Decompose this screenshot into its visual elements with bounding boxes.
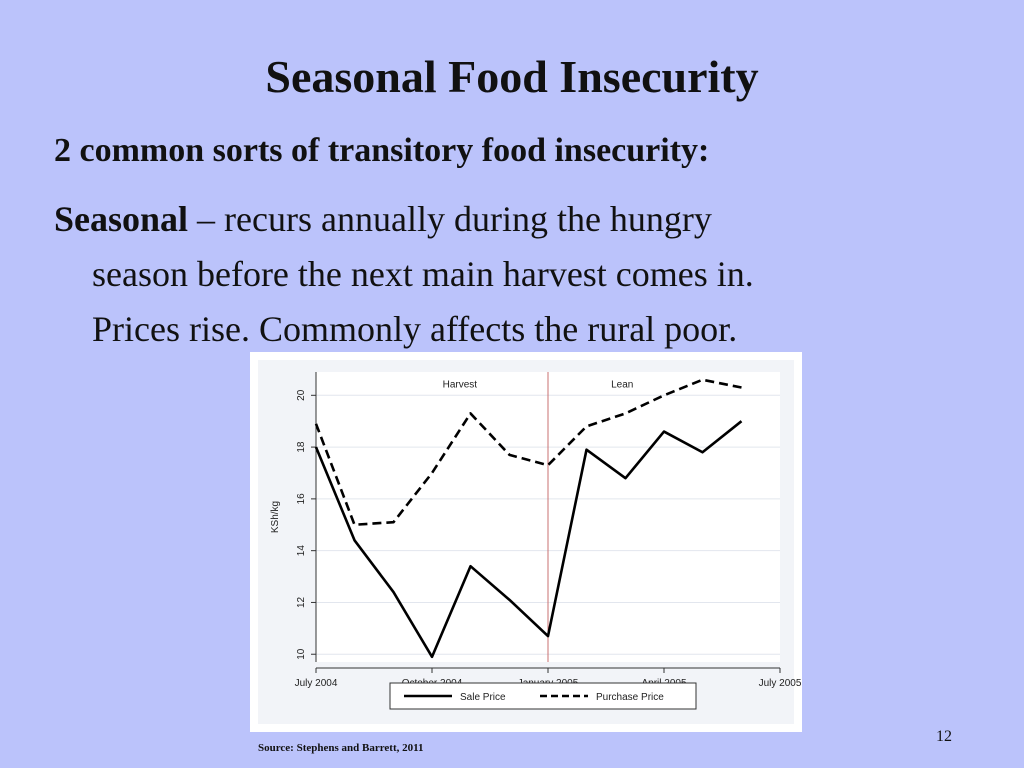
slide-title: Seasonal Food Insecurity [265, 51, 759, 102]
slide-subheading: 2 common sorts of transitory food insecu… [54, 132, 710, 169]
paragraph-line-3: Prices rise. Commonly affects the rural … [92, 309, 738, 349]
y-axis-label: KSh/kg [270, 501, 281, 533]
sale-price-line [314, 420, 743, 659]
y-tick-label: 10 [296, 648, 307, 660]
seasonal-term: Seasonal [54, 199, 189, 239]
page-number: 12 [936, 728, 952, 745]
paragraph-line-2: season before the next main harvest come… [92, 254, 754, 294]
y-tick-label: 14 [296, 545, 307, 557]
legend-label: Sale Price [460, 692, 506, 703]
y-tick-label: 12 [296, 596, 307, 608]
slide-paragraph: Seasonal – recurs annually during the hu… [54, 192, 954, 357]
y-tick-label: 16 [296, 493, 307, 505]
x-tick-label: July 2005 [759, 678, 802, 689]
period-annotation: Harvest [443, 380, 478, 391]
y-tick-label: 18 [296, 441, 307, 453]
source-note: Source: Stephens and Barrett, 2011 [258, 742, 424, 754]
x-tick-label: July 2004 [295, 678, 338, 689]
period-annotation: Lean [611, 380, 633, 391]
chart-legend: Sale Price Purchase Price [389, 682, 697, 710]
legend-label: Purchase Price [596, 692, 664, 703]
y-tick-label: 20 [296, 389, 307, 401]
purchase-price-line [314, 378, 742, 527]
paragraph-line-1: – recurs annually during the hungry [188, 199, 712, 239]
